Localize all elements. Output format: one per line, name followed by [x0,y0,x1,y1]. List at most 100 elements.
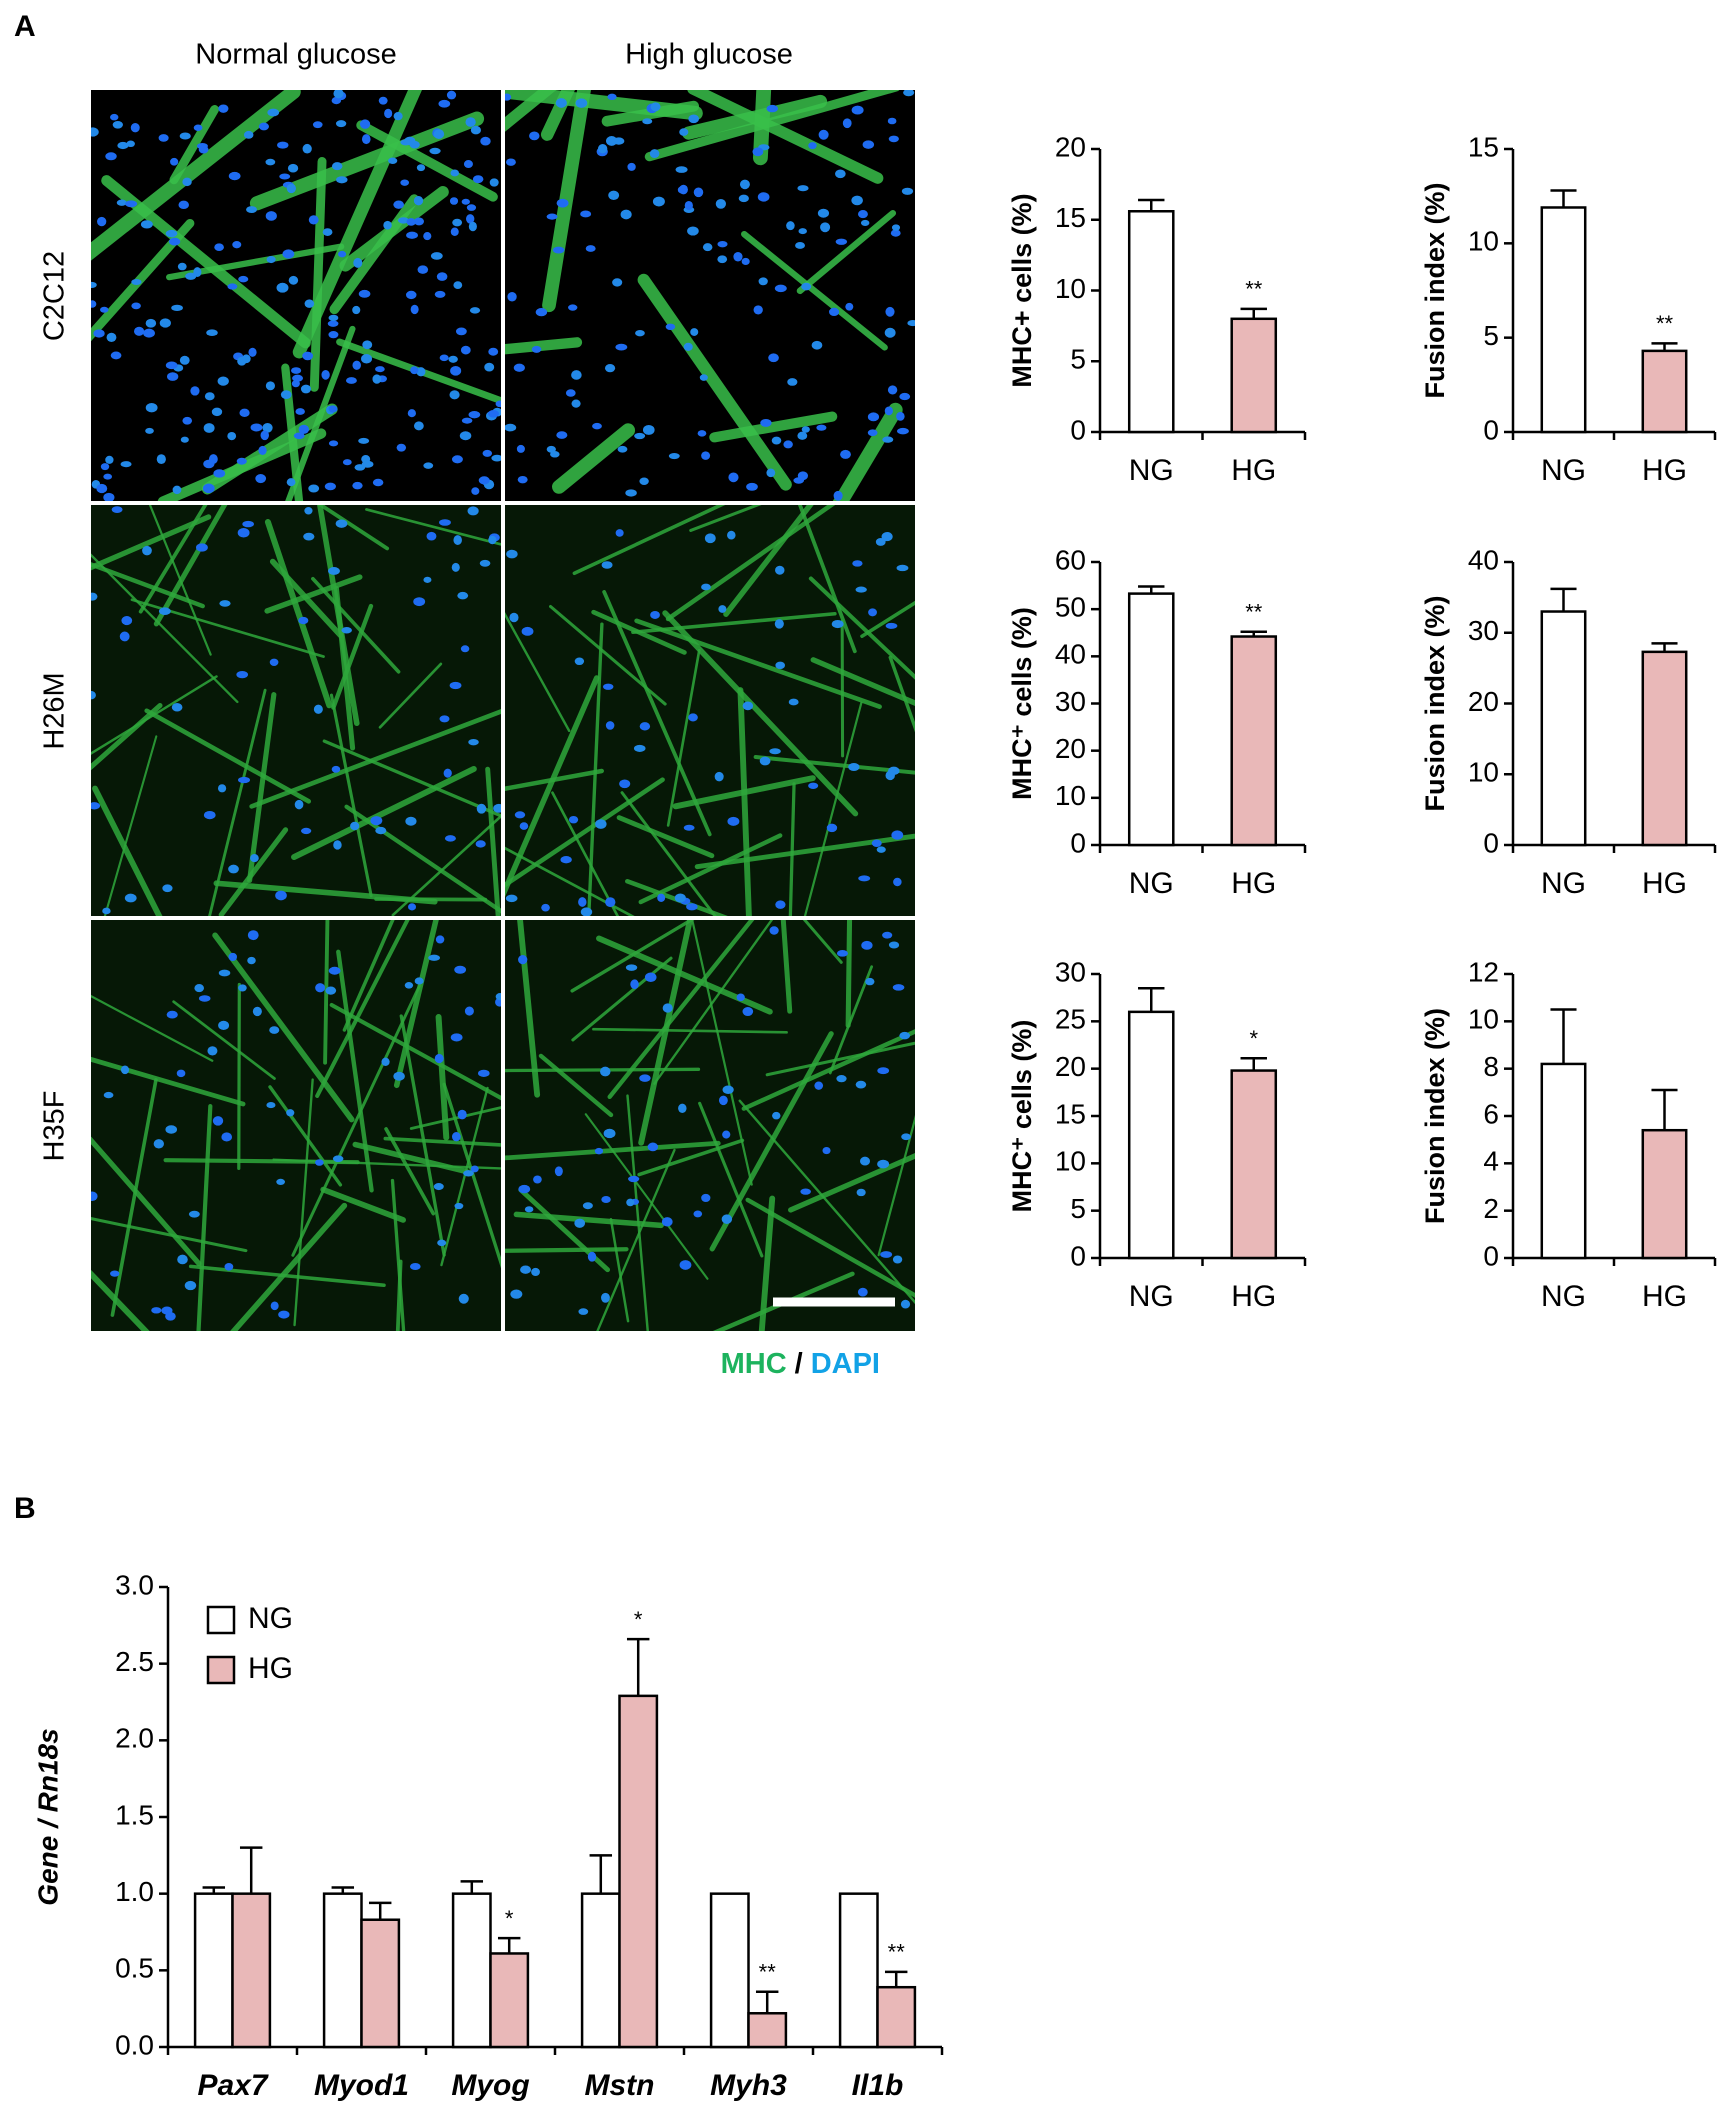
nucleus [304,507,313,515]
nucleus [493,803,501,813]
nucleus [612,278,623,287]
bar [231,1892,272,2049]
nucleus [126,140,135,148]
nucleus [836,949,848,957]
myotube [365,508,501,546]
bar [1127,1010,1175,1260]
nucleus [252,1006,262,1017]
nucleus [350,821,360,831]
nucleus [372,374,382,384]
nucleus [335,519,348,528]
y-tick-label: 0 [1070,1240,1086,1271]
nucleus [110,351,122,360]
nucleus [783,440,793,449]
nucleus [888,941,900,949]
myotube [682,94,828,140]
myotube [374,897,488,902]
nucleus [255,474,267,484]
myotube [329,194,420,315]
nucleus [324,482,336,491]
y-tick-label: 6 [1483,1098,1499,1129]
y-tick-label: 15 [1055,202,1086,233]
nucleus [217,376,229,386]
nucleus [592,422,602,430]
x-tick-label: HG [1231,1280,1276,1313]
nucleus [185,272,197,280]
nucleus [239,408,250,417]
y-tick-label: 1.5 [115,1799,154,1830]
x-tick-label: NG [1541,867,1586,900]
nucleus [650,102,661,112]
myotube [694,833,915,870]
nucleus [203,423,215,433]
nucleus [198,145,209,154]
nucleus [704,533,716,544]
nucleus [855,1080,867,1089]
nucleus [899,1031,911,1040]
nucleus [480,136,491,146]
nucleus [292,374,303,382]
myotube [91,553,239,704]
x-tick-label: HG [1642,454,1687,487]
nucleus [269,1026,280,1034]
nucleus [177,1254,188,1265]
nucleus [518,1184,531,1194]
myotube [666,648,701,827]
myotube [291,983,422,1257]
nucleus [417,265,429,274]
nucleus [336,176,348,184]
nucleus [683,824,695,831]
bar [618,1694,659,2049]
nucleus [738,194,749,203]
myotube [592,1027,788,1034]
x-tick-label: NG [1129,1280,1174,1313]
nucleus [644,972,657,982]
nucleus [601,1196,611,1203]
myotube [505,1140,721,1161]
nucleus [679,128,689,136]
nucleus [106,332,117,343]
nucleus [404,981,414,989]
nucleus [308,215,319,225]
myotube [383,1136,501,1147]
myotube [637,273,792,491]
nucleus [140,220,153,229]
nucleus [407,409,416,418]
nucleus [860,1156,871,1166]
myotube [572,505,726,576]
nucleus [202,483,215,494]
myotube [101,175,311,349]
nucleus [510,1289,523,1299]
myotube [333,585,356,751]
nucleus [701,583,711,591]
nucleus [822,1146,831,1155]
nucleus [861,940,873,950]
nucleus [578,1308,589,1315]
nucleus [488,347,499,356]
nucleus [766,104,778,113]
nucleus [845,302,854,311]
nucleus [688,713,698,722]
myotube [169,105,220,185]
myotube [540,90,576,141]
y-tick-label: 8 [1483,1051,1499,1082]
nucleus [358,437,370,444]
myotube [395,1259,403,1331]
nucleus [892,984,905,991]
y-tick-label: 10 [1468,226,1499,257]
myotube [249,708,501,809]
nucleus [266,256,276,264]
y-tick-label: 0 [1483,827,1499,858]
nucleus [93,329,105,338]
nucleus [774,284,787,293]
nucleus [509,612,519,623]
nucleus [604,364,616,373]
nucleus [478,1069,490,1077]
nucleus [722,1085,734,1095]
nucleus [571,399,581,408]
myotube [138,505,208,614]
myotube [315,920,410,1098]
micrograph [91,505,501,916]
nucleus [885,622,898,629]
nucleus [775,661,785,670]
